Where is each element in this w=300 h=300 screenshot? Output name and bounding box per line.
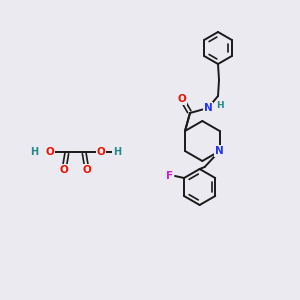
Text: F: F: [167, 171, 174, 181]
Text: H: H: [216, 101, 224, 110]
Text: H: H: [113, 147, 121, 157]
Text: N: N: [204, 103, 212, 113]
Text: N: N: [215, 146, 224, 156]
Text: O: O: [60, 165, 68, 175]
Text: O: O: [97, 147, 105, 157]
Text: O: O: [46, 147, 54, 157]
Text: H: H: [30, 147, 38, 157]
Text: O: O: [82, 165, 91, 175]
Text: O: O: [178, 94, 186, 104]
